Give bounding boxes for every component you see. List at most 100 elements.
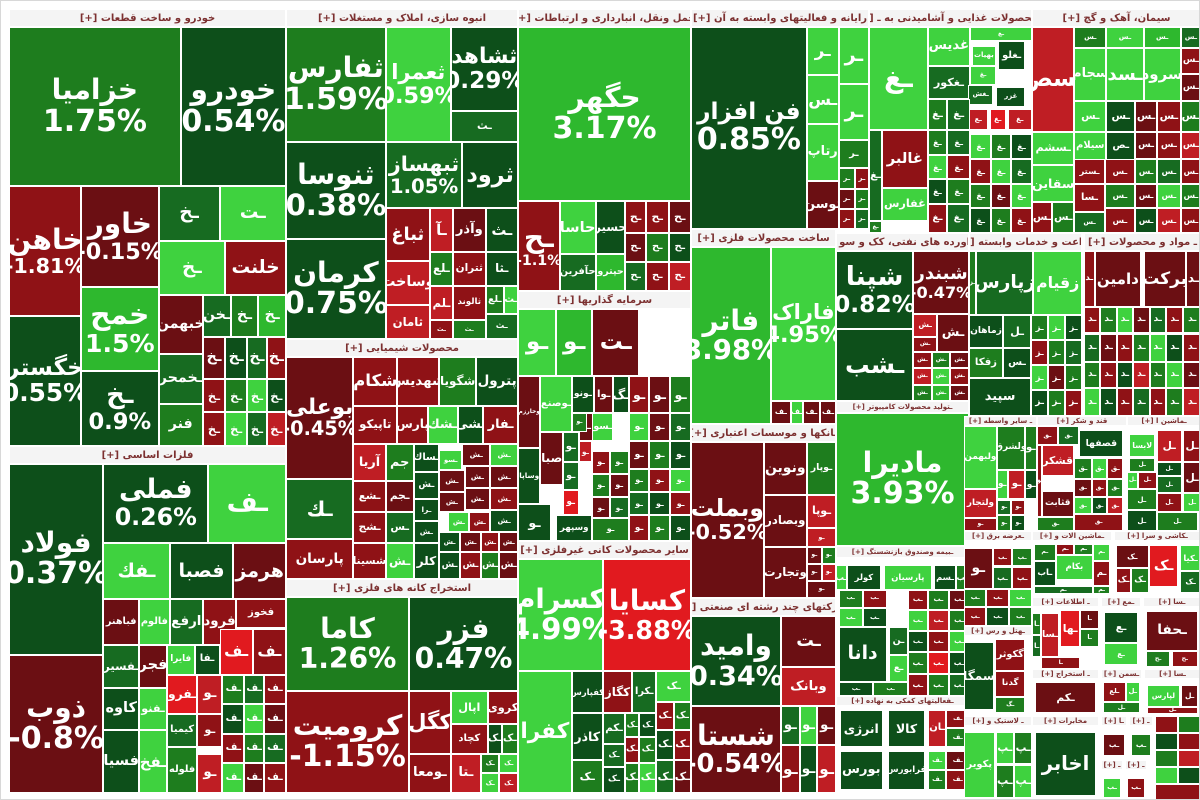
stock-tile[interactable]: ـو bbox=[628, 413, 650, 442]
stock-tile[interactable]: ـغکور bbox=[927, 66, 971, 100]
stock-tile[interactable]: ـگ bbox=[995, 696, 1026, 713]
stock-tile[interactable]: ـحفا bbox=[1146, 610, 1198, 652]
stock-tile[interactable]: خمح 1.5% bbox=[81, 286, 159, 371]
stock-tile[interactable]: ـث bbox=[453, 320, 486, 339]
sector-header[interactable]: سرمایه گذاریها [+] bbox=[518, 291, 691, 309]
stock-tile[interactable]: ـح -1.1% bbox=[518, 201, 560, 291]
stock-tile[interactable]: ـغ bbox=[989, 109, 1006, 130]
stock-tile[interactable]: ـب bbox=[927, 631, 950, 652]
stock-tile[interactable]: ـو bbox=[1025, 470, 1037, 500]
stock-tile[interactable]: ـسشم bbox=[1032, 132, 1075, 165]
stock-tile[interactable]: ـوصنع bbox=[540, 376, 572, 432]
stock-tile[interactable]: هرمز bbox=[233, 542, 286, 599]
stock-tile[interactable]: ثنوسا 0.38% bbox=[286, 142, 386, 240]
stock-tile[interactable]: ـشی bbox=[457, 405, 484, 444]
sector-header[interactable]: ـکاشی و سرا [+] bbox=[1114, 531, 1199, 541]
stock-tile[interactable]: ـل bbox=[1156, 512, 1199, 531]
stock-tile[interactable]: ـف bbox=[222, 763, 245, 793]
stock-tile[interactable]: ـغلو bbox=[997, 41, 1026, 71]
stock-tile[interactable]: ـو bbox=[670, 441, 691, 470]
sector-header[interactable]: خودرو و ساخت قطعات [+] bbox=[9, 9, 286, 27]
stock-tile[interactable]: ـف bbox=[244, 763, 264, 793]
stock-tile[interactable]: ـک bbox=[656, 729, 674, 761]
stock-tile[interactable]: ـغ bbox=[947, 99, 971, 130]
stock-tile[interactable]: ـس bbox=[1106, 101, 1136, 133]
stock-tile[interactable]: شپنا 0.82% bbox=[836, 251, 914, 329]
stock-tile[interactable]: ـز bbox=[1065, 340, 1082, 365]
stock-tile[interactable]: ـو bbox=[628, 492, 650, 516]
stock-tile[interactable]: ـغ bbox=[991, 158, 1011, 184]
stock-tile[interactable]: ـف bbox=[802, 400, 821, 424]
stock-tile[interactable]: ـو bbox=[556, 309, 593, 377]
stock-tile[interactable]: ـک bbox=[673, 729, 691, 761]
stock-tile[interactable]: ـک bbox=[625, 713, 640, 737]
stock-tile[interactable]: ثباغ bbox=[385, 207, 430, 261]
stock-tile[interactable]: ـک bbox=[499, 773, 518, 793]
stock-tile[interactable]: ـد bbox=[1133, 333, 1150, 362]
stock-tile[interactable]: ـب bbox=[986, 588, 1009, 608]
stock-tile[interactable]: ـک bbox=[487, 724, 502, 754]
stock-tile[interactable]: ـو bbox=[964, 518, 997, 531]
stock-tile[interactable]: ـپ bbox=[995, 765, 1014, 798]
stock-tile[interactable]: ـو bbox=[996, 470, 1008, 500]
stock-tile[interactable]: جم bbox=[385, 443, 414, 482]
stock-tile[interactable]: ـغ bbox=[927, 204, 948, 233]
stock-tile[interactable]: ـث bbox=[485, 207, 518, 252]
stock-tile[interactable]: ـسو bbox=[439, 450, 463, 471]
stock-tile[interactable]: ـد bbox=[1149, 307, 1166, 334]
stock-tile[interactable]: اپال bbox=[450, 691, 488, 725]
stock-tile[interactable]: ـشك bbox=[427, 405, 458, 444]
stock-tile[interactable]: ـک bbox=[656, 701, 674, 730]
stock-tile[interactable]: ـث bbox=[504, 285, 518, 315]
stock-tile[interactable]: ـل bbox=[1103, 702, 1140, 714]
stock-tile[interactable]: ـس bbox=[1143, 27, 1181, 48]
stock-tile[interactable]: ـم bbox=[1033, 585, 1093, 595]
stock-tile[interactable]: ـخ bbox=[202, 378, 226, 413]
stock-tile[interactable]: دانا bbox=[838, 627, 887, 683]
stock-tile[interactable]: مادیرا 3.93% bbox=[836, 413, 969, 546]
stock-tile[interactable]: گکوثر bbox=[995, 639, 1026, 672]
stock-tile[interactable]: ـس bbox=[1157, 208, 1181, 233]
stock-tile[interactable]: ـو bbox=[609, 496, 629, 518]
sector-header[interactable]: ـهتل و رس [+] bbox=[964, 626, 1032, 636]
stock-tile[interactable]: ـش bbox=[413, 472, 440, 500]
stock-tile[interactable]: ـد bbox=[1100, 307, 1117, 334]
stock-tile[interactable]: خبهمن bbox=[158, 295, 203, 354]
stock-tile[interactable]: شبندر-0.47% bbox=[913, 251, 969, 314]
stock-tile[interactable]: ـغش bbox=[968, 84, 993, 106]
sector-header[interactable]: سایر محصولات کانی غیرفلزی [+] bbox=[518, 541, 691, 559]
stock-tile[interactable]: ـو bbox=[649, 376, 671, 414]
sector-header[interactable]: مخابرات [+] bbox=[1032, 716, 1099, 726]
stock-tile[interactable]: ـف bbox=[927, 770, 947, 790]
stock-tile[interactable]: ـق bbox=[1057, 426, 1080, 445]
stock-tile[interactable]: قشکر bbox=[1041, 444, 1074, 477]
stock-tile[interactable]: ـد bbox=[1165, 333, 1184, 362]
stock-tile[interactable]: ـد bbox=[1183, 387, 1199, 416]
stock-tile[interactable]: حسیر bbox=[595, 201, 626, 255]
stock-tile[interactable]: زفکا bbox=[969, 348, 1003, 379]
stock-tile[interactable]: ـو bbox=[1007, 470, 1026, 500]
stock-tile[interactable]: ـس bbox=[1180, 27, 1199, 48]
stock-tile[interactable]: ـس bbox=[1180, 208, 1199, 233]
stock-tile[interactable]: ـو bbox=[578, 441, 593, 463]
stock-tile[interactable]: ـد bbox=[1116, 307, 1134, 334]
stock-tile[interactable]: ـب bbox=[992, 547, 1013, 567]
stock-tile[interactable]: ـل bbox=[1183, 493, 1199, 513]
stock-tile[interactable]: ـق bbox=[1107, 478, 1124, 498]
stock-tile[interactable]: کچاد bbox=[450, 724, 488, 754]
stock-tile[interactable]: ـز bbox=[1048, 389, 1066, 416]
stock-tile[interactable]: ـس bbox=[1157, 101, 1181, 133]
stock-tile[interactable]: ـر bbox=[854, 188, 869, 209]
stock-tile[interactable]: ـد bbox=[1149, 387, 1166, 416]
stock-tile[interactable]: ـخمحر bbox=[158, 353, 203, 405]
stock-tile[interactable]: ـش bbox=[490, 465, 518, 488]
sector-header[interactable]: استخراج کانه های فلزی [+] bbox=[286, 579, 518, 597]
stock-tile[interactable]: ـد bbox=[1084, 307, 1101, 334]
stock-tile[interactable]: ـو bbox=[670, 469, 691, 493]
stock-tile[interactable]: ـا bbox=[1032, 613, 1042, 635]
stock-tile[interactable]: ـش bbox=[950, 368, 969, 385]
stock-tile[interactable]: فسیا bbox=[103, 730, 140, 793]
stock-tile[interactable]: ـع bbox=[968, 109, 988, 130]
stock-tile[interactable]: ـز bbox=[1065, 315, 1082, 341]
sector-header[interactable]: ـسا [+] bbox=[1143, 597, 1199, 607]
